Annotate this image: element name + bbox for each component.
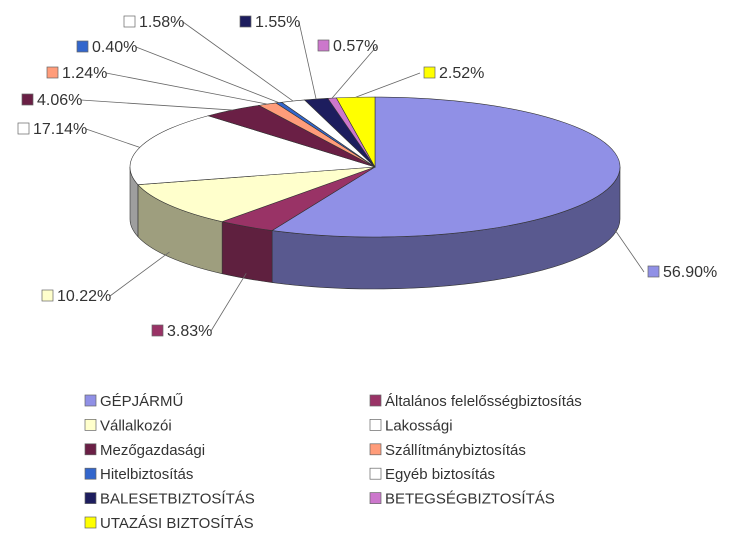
legend-label: Vállalkozói: [100, 417, 172, 434]
data-label: 4.06%: [37, 92, 82, 109]
legend-swatch: [369, 492, 382, 504]
data-label: 17.14%: [33, 121, 87, 138]
leader-line: [331, 45, 378, 99]
legend-swatch: [84, 467, 97, 480]
legend-swatch: [369, 394, 382, 407]
legend-label: GÉPJÁRMŰ: [100, 393, 183, 410]
leader-line: [105, 72, 268, 105]
data-label: 1.24%: [62, 65, 107, 82]
label-swatch: [46, 66, 59, 79]
legend-label: Egyéb biztosítás: [385, 466, 495, 483]
label-swatch: [41, 289, 54, 302]
legend-swatch: [84, 516, 97, 529]
label-swatch: [76, 40, 89, 53]
legend-label: BALESETBIZTOSÍTÁS: [100, 491, 255, 508]
legend-label: Mezőgazdasági: [100, 442, 205, 459]
data-label: 2.52%: [439, 65, 484, 82]
data-label: 1.58%: [139, 14, 184, 31]
leader-line: [80, 99, 233, 111]
data-label: 10.22%: [57, 288, 111, 305]
slice: [271, 96, 621, 238]
label-swatch: [317, 39, 330, 52]
legend-swatch: [84, 443, 97, 456]
label-swatch: [123, 15, 136, 28]
leader-line: [613, 228, 645, 273]
data-label: 1.55%: [255, 14, 300, 31]
legend-swatch: [84, 394, 97, 407]
label-swatch: [647, 265, 660, 278]
leader-line: [355, 72, 421, 98]
leader-line: [109, 251, 170, 297]
slice: [335, 96, 376, 169]
data-label: 0.40%: [92, 39, 137, 56]
data-label: 0.57%: [333, 38, 378, 55]
leader-line: [210, 273, 247, 332]
label-swatch: [151, 324, 164, 337]
slice: [129, 115, 376, 185]
slice-side: [221, 221, 273, 283]
label-swatch: [21, 93, 34, 106]
leader-line: [85, 128, 140, 148]
legend-label: BETEGSÉGBIZTOSÍTÁS: [385, 491, 555, 508]
leader-line: [182, 21, 294, 102]
legend-label: Hitelbiztosítás: [100, 466, 193, 483]
slice: [137, 166, 376, 223]
leader-line: [135, 46, 279, 103]
legend-swatch: [369, 419, 382, 431]
leader-line: [298, 21, 317, 100]
legend-label: Lakossági: [385, 417, 453, 434]
legend-swatch: [369, 467, 382, 480]
legend-swatch: [369, 443, 382, 456]
legend-label: Szállítmánybiztosítás: [385, 442, 526, 459]
legend-swatch: [84, 419, 97, 431]
legend-label: UTAZÁSI BIZTOSÍTÁS: [100, 515, 254, 532]
legend-label: Általános felelősségbiztosítás: [385, 393, 582, 410]
data-label: 3.83%: [167, 323, 212, 340]
label-swatch: [17, 122, 30, 135]
label-swatch: [239, 15, 252, 28]
label-swatch: [423, 66, 436, 79]
legend-swatch: [84, 492, 97, 504]
data-label: 56.90%: [663, 264, 717, 281]
